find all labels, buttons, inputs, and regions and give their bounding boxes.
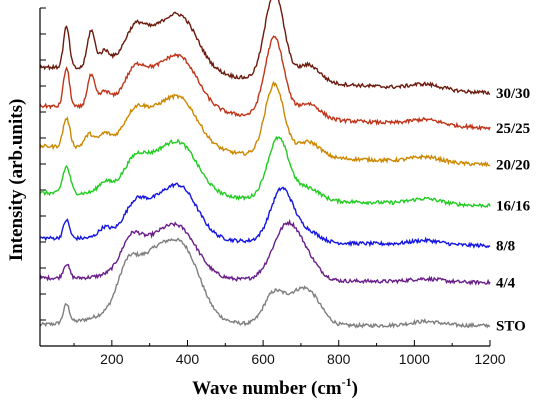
series-line-8-8 [39,182,491,249]
series-line-4-4 [39,218,491,286]
series-label-4-4: 4/4 [496,275,516,291]
series-line-sto [39,237,491,329]
y-axis-title: Intensity (arb.units) [6,99,27,262]
series-label-25-25: 25/25 [496,121,530,137]
x-axis-title-superscript: -1 [342,375,352,389]
x-tick-label: 1200 [474,351,505,367]
x-axis-title: Wave number (cm-1) [192,375,358,399]
series-line-25-25 [39,35,491,131]
x-tick-label: 600 [251,351,275,367]
series-line-30-30 [39,0,491,96]
series-label-16-16: 16/16 [496,199,531,215]
series-label-30-30: 30/30 [496,86,530,102]
x-tick-label: 1000 [399,351,430,367]
plot-area: STO 4/4 8/8 16/16 20/20 25/25 30/30 [39,0,531,335]
axes: 200 400 600 800 1000 1200 [39,7,506,367]
x-tick-label: 800 [327,351,351,367]
x-tick-label: 200 [100,351,124,367]
series-line-16-16 [39,135,491,209]
series-label-8-8: 8/8 [496,239,515,255]
x-tick-label: 400 [176,351,200,367]
series-label-20-20: 20/20 [496,158,530,174]
series-label-sto: STO [496,319,526,335]
series-line-20-20 [39,80,491,168]
